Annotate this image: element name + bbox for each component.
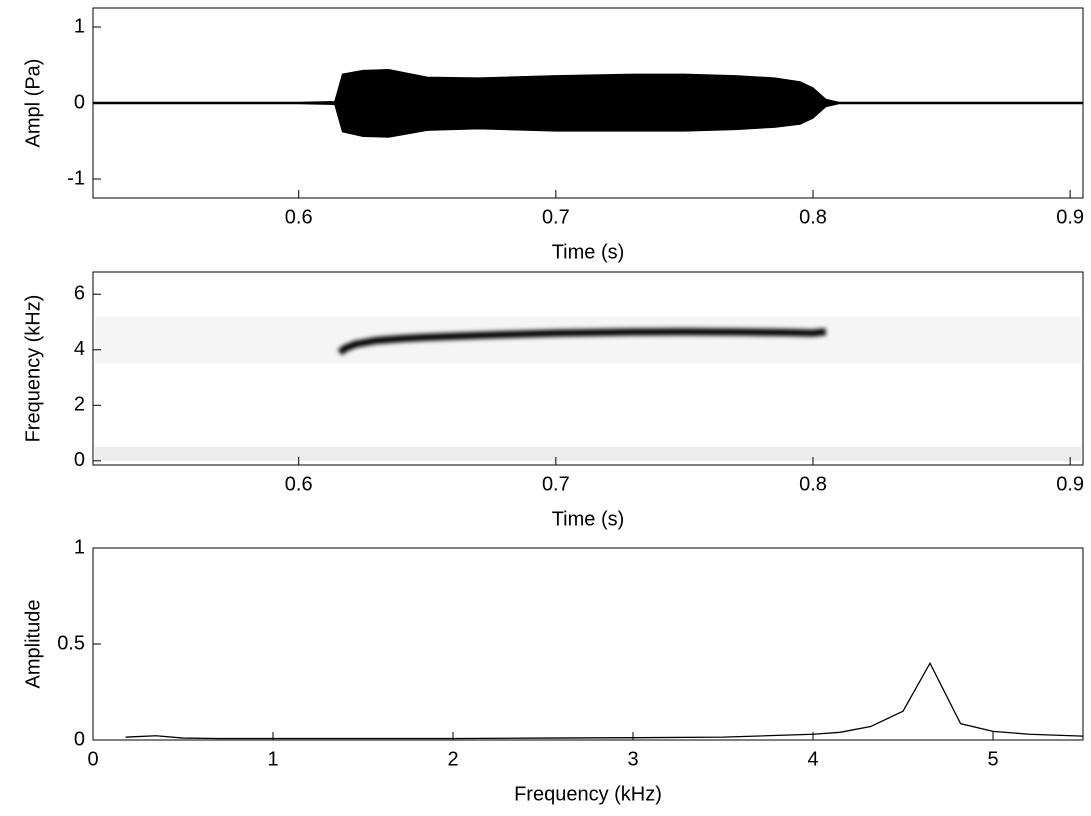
waveform-envelope bbox=[92, 69, 1084, 104]
spectrum-line bbox=[125, 661, 1084, 740]
x-tick-label: 5 bbox=[987, 748, 998, 770]
x-tick-label: 0.6 bbox=[285, 473, 313, 495]
x-tick-label: 0.8 bbox=[799, 473, 827, 495]
x-tick-label: 0.7 bbox=[542, 206, 570, 228]
x-tick-label: 0.9 bbox=[1056, 473, 1084, 495]
x-tick-label: 3 bbox=[627, 748, 638, 770]
y-tick-label: 4 bbox=[74, 338, 85, 360]
waveform-envelope bbox=[92, 102, 1084, 138]
y-tick-label: 1 bbox=[74, 15, 85, 37]
noise-band bbox=[95, 316, 1081, 364]
y-tick-label: 1 bbox=[74, 536, 85, 558]
noise-band bbox=[95, 446, 1081, 461]
y-tick-label: -1 bbox=[67, 167, 85, 189]
x-tick-label: 0.6 bbox=[285, 206, 313, 228]
x-axis-label: Time (s) bbox=[552, 241, 625, 263]
y-tick-label: 2 bbox=[74, 394, 85, 416]
plot-area bbox=[93, 272, 1083, 465]
x-tick-label: 4 bbox=[807, 748, 818, 770]
y-tick-label: 6 bbox=[74, 282, 85, 304]
x-axis-label: Frequency (kHz) bbox=[514, 783, 662, 805]
y-tick-label: 0 bbox=[74, 449, 85, 471]
x-tick-label: 0.9 bbox=[1056, 206, 1084, 228]
plot-area bbox=[93, 548, 1083, 740]
y-tick-label: 0 bbox=[74, 728, 85, 750]
y-axis-label: Frequency (kHz) bbox=[22, 295, 44, 443]
y-axis-label: Ampl (Pa) bbox=[22, 59, 44, 148]
x-axis-label: Time (s) bbox=[552, 508, 625, 530]
y-tick-label: 0 bbox=[74, 91, 85, 113]
x-tick-label: 0.8 bbox=[799, 206, 827, 228]
x-tick-label: 0 bbox=[87, 748, 98, 770]
x-tick-label: 2 bbox=[447, 748, 458, 770]
x-tick-label: 1 bbox=[267, 748, 278, 770]
x-tick-label: 0.7 bbox=[542, 473, 570, 495]
axes-frame bbox=[92, 271, 1084, 466]
y-tick-label: 0.5 bbox=[57, 632, 85, 654]
y-axis-label: Amplitude bbox=[22, 600, 44, 689]
spectrogram-trace bbox=[337, 328, 827, 356]
